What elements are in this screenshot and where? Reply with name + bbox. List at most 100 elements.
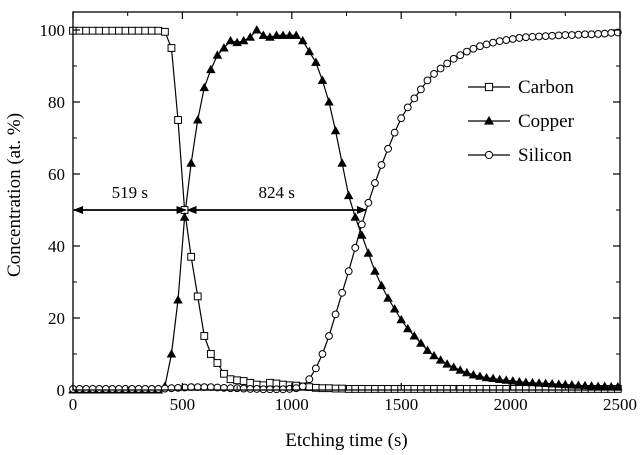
- copper-data-point: [192, 115, 203, 124]
- copper-data-point: [212, 50, 223, 59]
- carbon-data-point: [469, 385, 478, 393]
- copper-data-point: [442, 359, 452, 368]
- copper-data-point: [540, 378, 551, 388]
- x-tick-label: 0: [69, 395, 78, 414]
- carbon-data-point: [456, 385, 465, 393]
- carbon-data-point: [200, 332, 209, 340]
- carbon-data-point: [502, 385, 511, 393]
- series-layer: [68, 25, 623, 394]
- y-tick-label: 100: [40, 21, 66, 40]
- silicon-data-point: [108, 385, 117, 393]
- plot-area-frame: [72, 11, 621, 391]
- copper-data-point: [343, 190, 354, 200]
- copper-data-point: [580, 380, 590, 390]
- copper-data-point: [304, 46, 315, 56]
- silicon-data-point: [325, 332, 333, 340]
- silicon-data-point: [101, 385, 110, 393]
- carbon-data-point: [423, 385, 432, 393]
- legend-copper-label: Copper: [518, 111, 575, 132]
- silicon-data-point: [469, 44, 478, 53]
- carbon-data-point: [88, 26, 97, 35]
- silicon-data-point: [371, 179, 379, 187]
- legend: Carbon Copper Silicon: [468, 77, 575, 166]
- silicon-data-point: [535, 32, 543, 41]
- carbon-data-point: [121, 26, 130, 35]
- copper-data-point: [527, 377, 538, 387]
- x-axis: 0 500 1000 1500 2000 2500: [69, 12, 637, 414]
- x-tick-label: 1500: [384, 395, 418, 414]
- carbon-data-point: [233, 376, 241, 385]
- silicon-data-point: [508, 35, 517, 43]
- x-tick-label: 2000: [494, 395, 528, 414]
- carbon-data-point: [147, 26, 156, 35]
- carbon-data-point: [82, 26, 91, 35]
- y-tick-label: 40: [48, 237, 65, 256]
- carbon-data-point: [489, 385, 497, 393]
- x-tick-label: 1000: [275, 395, 309, 414]
- copper-data-point: [317, 75, 328, 84]
- carbon-data-point: [75, 26, 84, 35]
- copper-data-point: [337, 158, 347, 167]
- x-axis-title: Etching time (s): [285, 430, 407, 451]
- copper-data-point: [324, 97, 334, 106]
- copper-data-point: [409, 331, 420, 340]
- copper-data-point: [311, 57, 321, 66]
- carbon-data-point: [371, 385, 379, 393]
- copper-data-point: [179, 212, 190, 221]
- carbon-data-point: [403, 385, 412, 393]
- copper-data-point: [435, 355, 446, 364]
- silicon-data-point: [128, 385, 136, 393]
- silicon-data-point: [489, 38, 497, 47]
- silicon-data-point: [134, 385, 143, 393]
- copper-data-point: [455, 365, 466, 374]
- copper-data-point: [422, 345, 433, 354]
- silicon-data-point: [82, 385, 91, 393]
- silicon-data-point: [272, 385, 281, 394]
- silicon-data-point: [502, 36, 511, 44]
- carbon-data-point: [95, 26, 104, 35]
- y-axis: 0 20 40 60 80 100: [40, 21, 620, 400]
- carbon-data-point: [128, 26, 136, 35]
- silicon-data-point: [476, 42, 484, 51]
- copper-data-point: [350, 212, 361, 221]
- carbon-data-point: [443, 385, 452, 393]
- silicon-data-point: [246, 385, 255, 393]
- silicon-data-point: [515, 34, 524, 42]
- copper-data-point: [514, 376, 525, 386]
- silicon-data-point: [364, 198, 373, 207]
- legend-carbon-marker: [484, 82, 494, 92]
- carbon-data-point: [357, 385, 366, 393]
- copper-data-point: [376, 280, 387, 290]
- copper-data-point: [363, 248, 374, 257]
- copper-data-point: [225, 35, 236, 45]
- copper-data-point: [389, 304, 400, 313]
- carbon-data-point: [476, 385, 484, 393]
- legend-silicon-marker: [484, 150, 494, 160]
- duration-label: 519 s: [112, 183, 148, 202]
- carbon-data-point: [115, 26, 123, 35]
- carbon-data-point: [430, 385, 438, 393]
- silicon-data-point: [311, 364, 320, 373]
- silicon-data-point: [252, 385, 261, 393]
- copper-data-point: [186, 158, 196, 167]
- carbon-data-point: [482, 385, 491, 393]
- copper-data-point: [219, 43, 229, 52]
- silicon-data-point: [561, 31, 570, 39]
- silicon-data-point: [522, 33, 530, 42]
- silicon-data-point: [495, 37, 504, 46]
- copper-data-point: [481, 372, 492, 382]
- silicon-data-point: [95, 385, 104, 393]
- carbon-data-point: [141, 26, 150, 35]
- copper-data-point: [206, 64, 216, 74]
- silicon-data-point: [115, 385, 123, 393]
- x-tick-label: 500: [170, 395, 196, 414]
- silicon-data-point: [147, 385, 156, 393]
- silicon-data-point: [338, 288, 347, 297]
- copper-data-point: [448, 362, 459, 371]
- copper-data-point: [462, 367, 472, 377]
- copper-data-point: [567, 380, 577, 389]
- silicon-data-point: [384, 144, 392, 153]
- carbon-data-point: [134, 26, 143, 35]
- copper-data-point: [521, 377, 531, 386]
- silicon-data-point: [430, 70, 438, 78]
